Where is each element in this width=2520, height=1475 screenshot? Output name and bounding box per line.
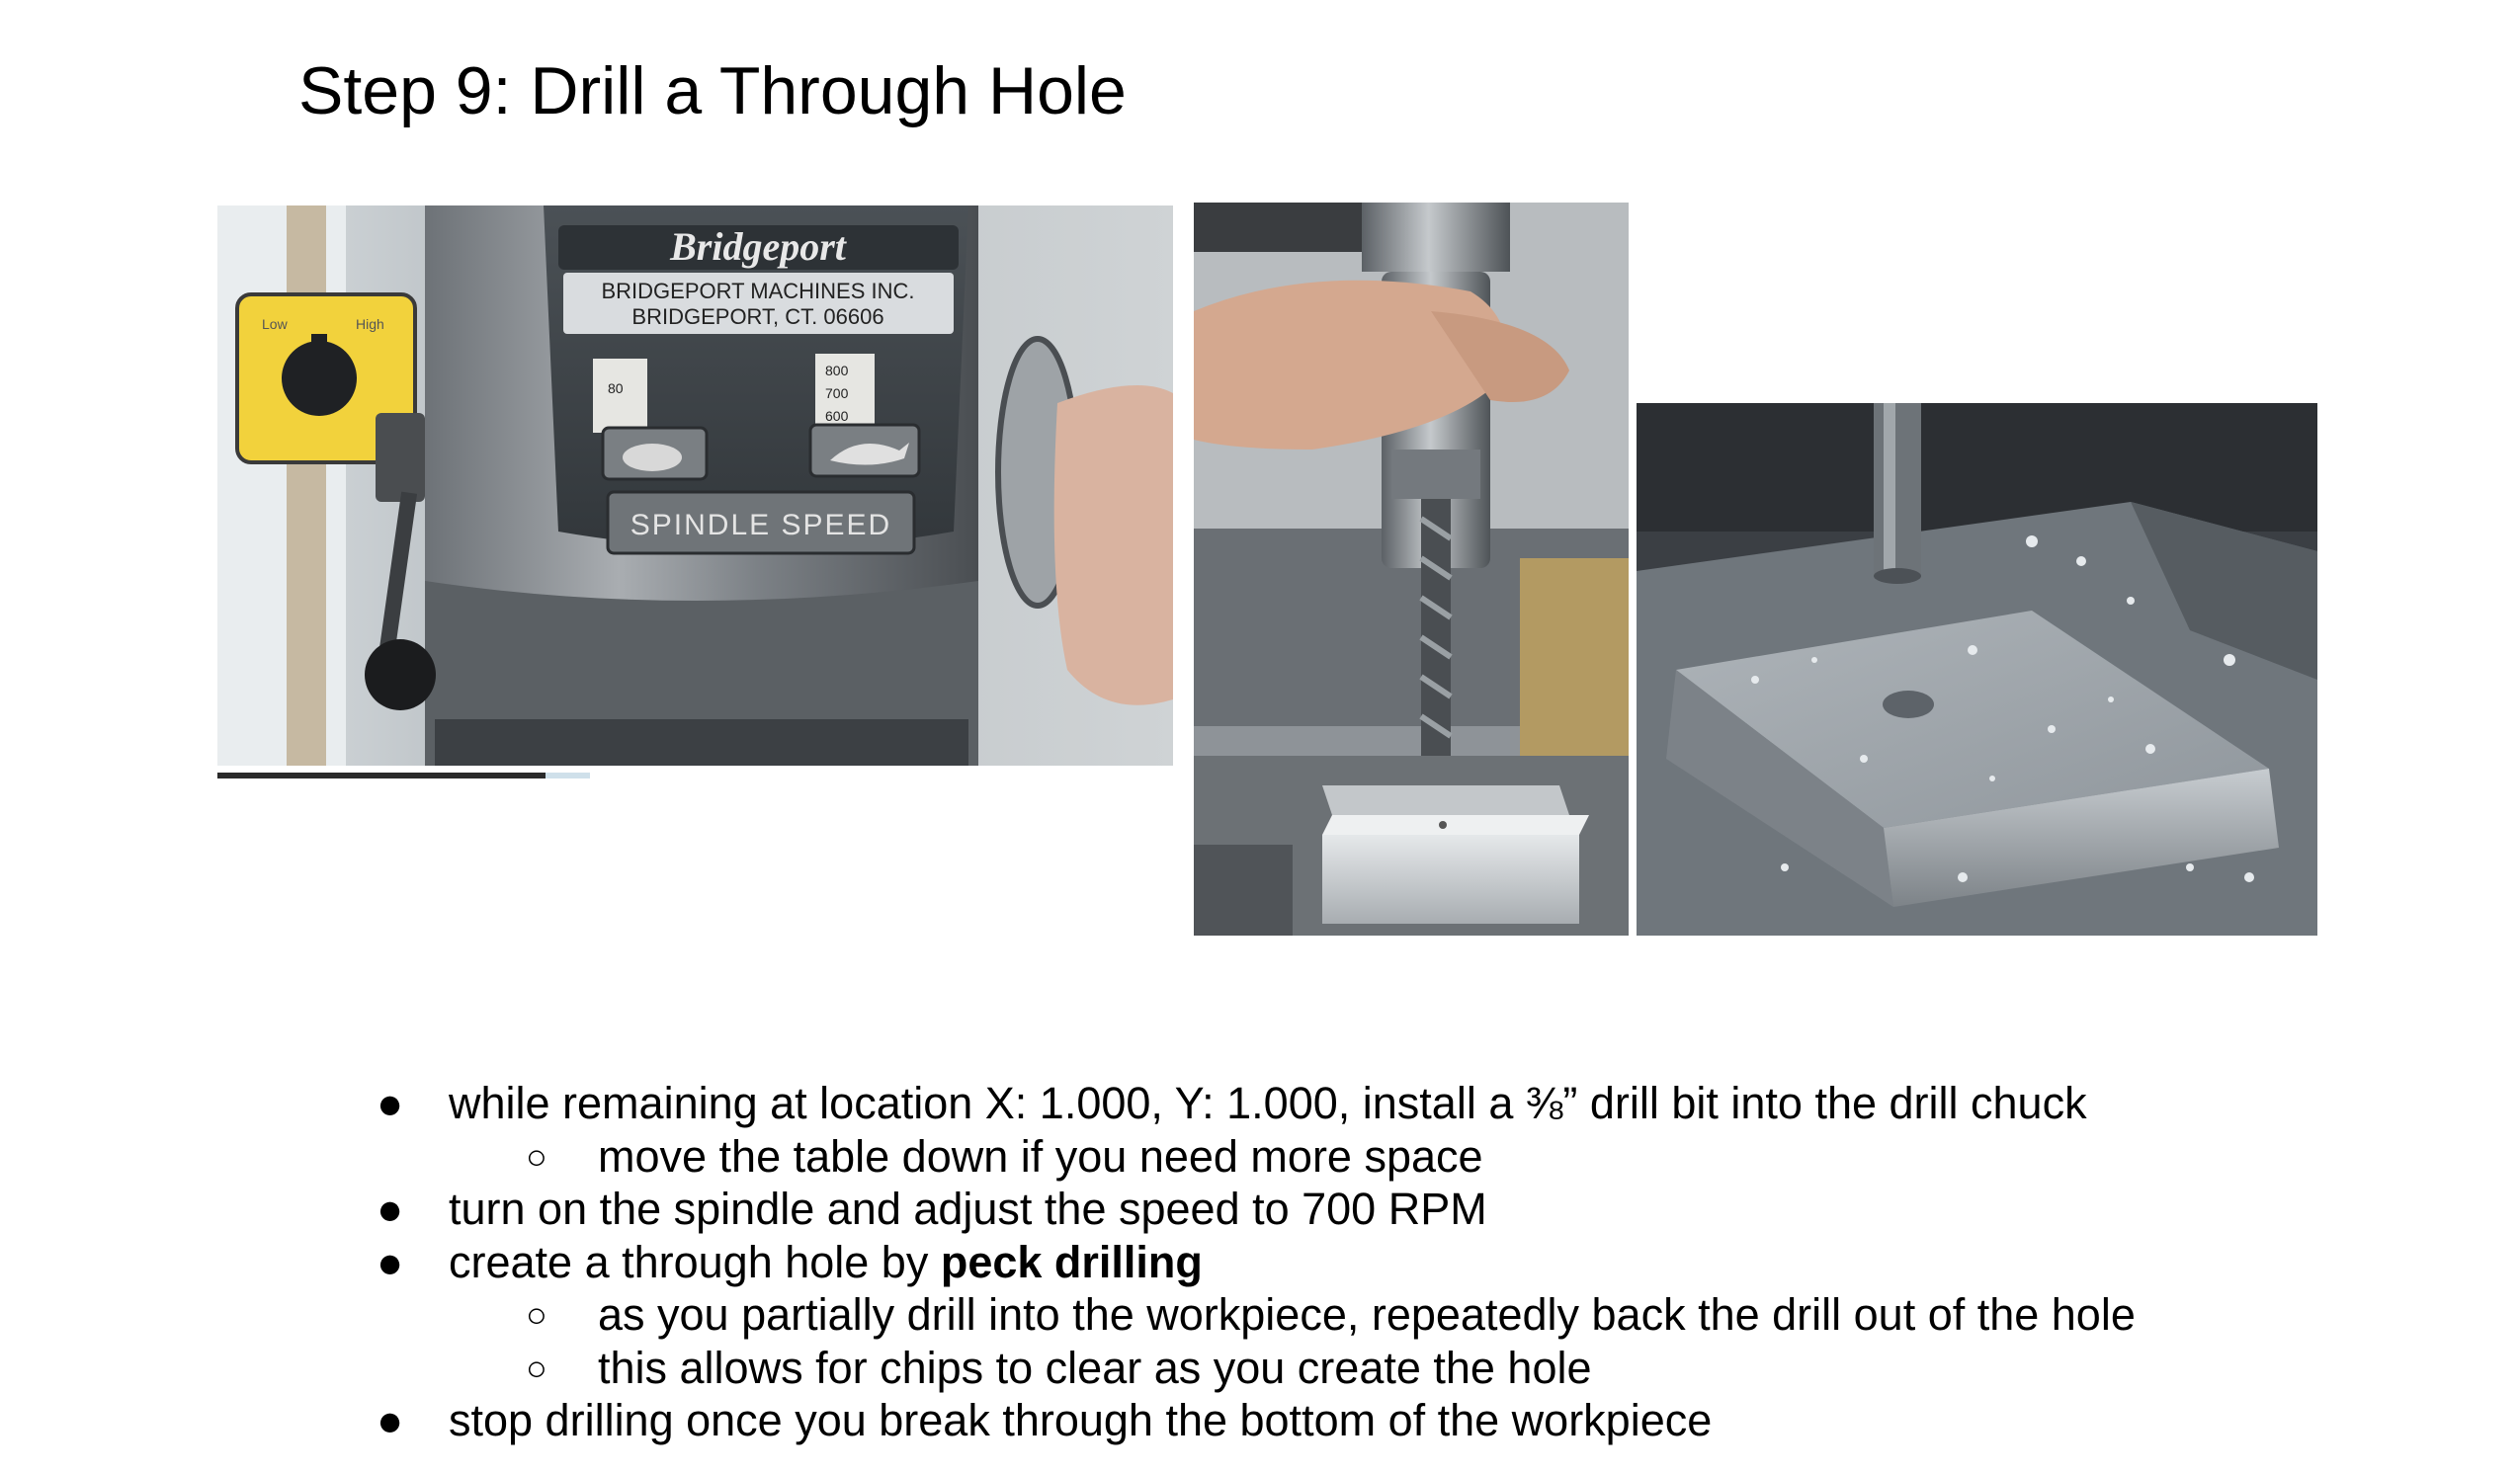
bullet-marker: ●	[377, 1184, 404, 1234]
mill-head-photo: Bridgeport BRIDGEPORT MACHINES INC. BRID…	[217, 205, 1173, 766]
range-low-label: Low	[262, 316, 289, 332]
dial-left-label: 80	[608, 380, 624, 396]
dial-right-top: 800	[825, 363, 849, 378]
bullet-install-drill-bit: ● while remaining at location X: 1.000, …	[0, 1077, 2520, 1130]
sub-bullet-chips-clear: ○ this allows for chips to clear as you …	[0, 1342, 2520, 1395]
bullet-text: while remaining at location X: 1.000, Y:…	[449, 1078, 2087, 1128]
bullet-stop-drilling: ● stop drilling once you break through t…	[0, 1394, 2520, 1447]
workpiece-photo	[1637, 403, 2317, 936]
sub-bullet-move-table: ○ move the table down if you need more s…	[0, 1130, 2520, 1184]
bullet-peck-drilling: ● create a through hole by peck drilling	[0, 1236, 2520, 1289]
dial-right-mid: 700	[825, 385, 849, 401]
drill-chuck-photo	[1194, 203, 1629, 936]
sub-bullet-text: as you partially drill into the workpiec…	[598, 1289, 2136, 1340]
bridgeport-logo-text: Bridgeport	[669, 224, 848, 269]
sub-bullet-text: move the table down if you need more spa…	[598, 1130, 1483, 1182]
dial-right-bottom: 600	[825, 408, 849, 424]
bullet-text: turn on the spindle and adjust the speed…	[449, 1184, 1487, 1234]
sub-bullet-marker: ○	[526, 1294, 547, 1335]
sub-bullet-marker: ○	[526, 1135, 547, 1177]
bullet-marker: ●	[377, 1078, 404, 1128]
plate-line-2: BRIDGEPORT, CT. 06606	[631, 304, 883, 329]
bullet-text: stop drilling once you break through the…	[449, 1395, 1713, 1445]
bullet-text-bold: peck drilling	[940, 1236, 1203, 1287]
sub-bullet-marker: ○	[526, 1347, 547, 1388]
plate-line-1: BRIDGEPORT MACHINES INC.	[601, 279, 914, 303]
instruction-list: ● while remaining at location X: 1.000, …	[0, 1077, 2520, 1447]
page-title: Step 9: Drill a Through Hole	[298, 53, 1127, 128]
bullet-spindle-speed: ● turn on the spindle and adjust the spe…	[0, 1183, 2520, 1236]
spindle-speed-label: SPINDLE SPEED	[630, 509, 891, 541]
bullet-text-plain: create a through hole by	[449, 1236, 941, 1287]
bullet-marker: ●	[377, 1236, 404, 1287]
bullet-text: create a through hole by peck drilling	[449, 1236, 1203, 1289]
range-high-label: High	[356, 316, 384, 332]
bullet-marker: ●	[377, 1395, 404, 1445]
sub-bullet-back-out: ○ as you partially drill into the workpi…	[0, 1288, 2520, 1342]
sub-bullet-text: this allows for chips to clear as you cr…	[598, 1342, 1592, 1393]
